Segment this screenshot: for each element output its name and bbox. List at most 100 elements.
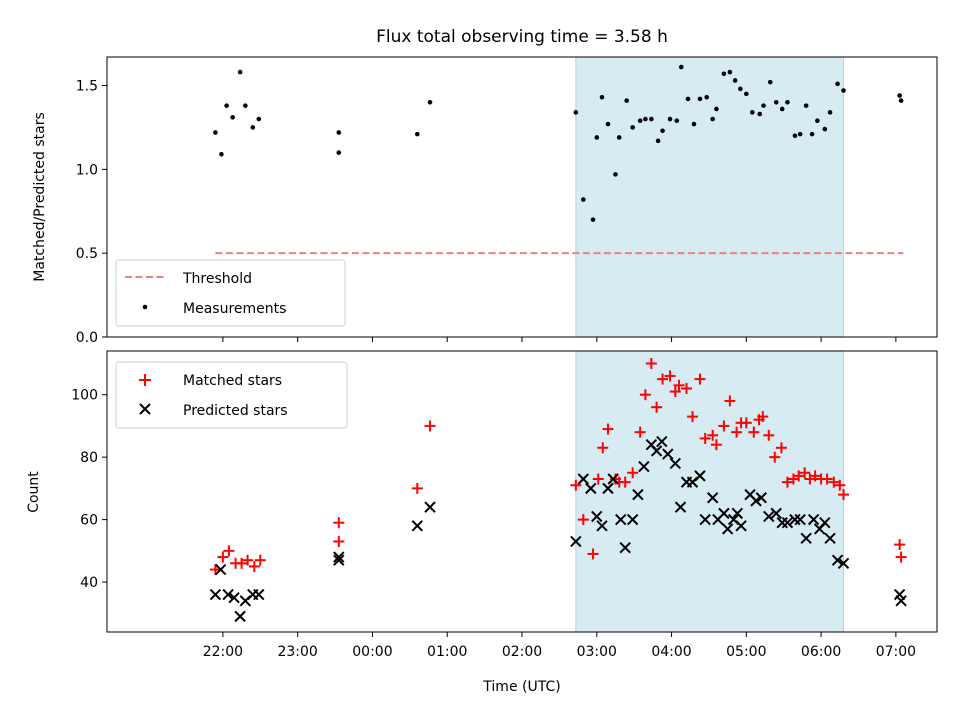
matched-star-marker: [223, 545, 235, 557]
matched-star-marker: [775, 442, 787, 454]
measurement-point: [785, 99, 790, 105]
measurement-point: [704, 94, 709, 100]
matched-star-marker: [694, 373, 706, 385]
measurement-point: [427, 99, 433, 105]
legend-threshold-label: Threshold: [182, 271, 252, 287]
measurement-point: [637, 118, 643, 124]
predicted-star-marker: [411, 520, 424, 532]
measurement-point: [219, 151, 224, 157]
count-axes-frame: [106, 350, 938, 633]
predicted-star-marker: [694, 470, 706, 482]
predicted-star-marker: [662, 448, 674, 460]
measurement-point: [243, 103, 248, 108]
matched-star-marker: [597, 442, 609, 454]
measurement-point: [809, 131, 815, 137]
predicted-star-marker: [333, 551, 345, 563]
chart-title: Flux total observing time = 3.58 h: [376, 27, 668, 47]
observing-window-span-bottom: [575, 350, 845, 633]
matched-star-marker: [651, 401, 663, 413]
count-axes: 40 60 80 100 22:00 23:00 00:00 01:00 02:00 03:00…: [26, 350, 938, 695]
matched-star-marker: [577, 514, 589, 526]
matched-star-marker: [894, 539, 906, 551]
time-x-tick-label: 03:00: [577, 644, 617, 660]
predicted-star-marker: [819, 517, 831, 529]
measurement-point: [898, 98, 904, 103]
legend-matched-label: Matched stars: [183, 373, 282, 389]
predicted-star-marker: [895, 595, 907, 607]
predicted-star-marker: [770, 507, 782, 520]
x-axis-label: Time (UTC): [482, 679, 560, 695]
matched-star-marker: [731, 426, 743, 438]
matched-star-marker: [673, 379, 685, 391]
time-x-tick-label: 05:00: [726, 644, 766, 660]
matched-star-marker: [740, 417, 752, 429]
count-y-tick-label: 60: [80, 513, 98, 529]
measurement-point: [835, 81, 840, 87]
matched-star-marker: [634, 426, 646, 438]
measurement-point: [678, 64, 684, 70]
predicted-star-marker: [214, 563, 227, 576]
measurement-point: [336, 150, 342, 155]
matched-star-marker: [242, 554, 254, 566]
ratio-y-axis-label: Matched/Predicted stars: [32, 112, 48, 282]
measurement-point: [213, 130, 218, 135]
matched-star-marker: [838, 489, 850, 501]
matched-legend-swatch: [139, 374, 151, 386]
measurement-point: [841, 88, 846, 93]
measurement-point: [815, 118, 820, 124]
predicted-star-marker: [626, 513, 639, 526]
time-x-tick-label: 22:00: [203, 644, 243, 660]
matched-star-marker: [236, 557, 248, 569]
measurement-point: [630, 125, 635, 130]
predicted-star-marker: [424, 501, 436, 513]
ratio-y-ticks: 0.0 0.5 1.0 1.5: [76, 79, 107, 346]
measurement-point: [697, 96, 703, 102]
predicted-star-marker: [333, 554, 345, 566]
matched-star-marker: [686, 411, 698, 423]
predicted-star-marker: [632, 488, 644, 501]
measurement-point: [750, 110, 755, 115]
measurement-point: [797, 131, 803, 137]
ratio-legend: Threshold Measurements: [115, 259, 346, 327]
predicted-star-marker: [619, 541, 631, 554]
predicted-star-marker: [794, 513, 806, 526]
time-x-tick-label: 00:00: [352, 644, 392, 660]
measurement-point: [732, 78, 738, 83]
matched-star-marker: [217, 551, 229, 563]
matched-star-marker: [669, 386, 681, 398]
measurement-point: [643, 116, 648, 122]
measurement-point: [738, 86, 743, 92]
matched-star-marker: [333, 517, 345, 529]
matched-star-marker: [209, 564, 221, 576]
matched-star-marker: [834, 479, 846, 491]
measurement-point: [674, 118, 680, 124]
measurement-point: [773, 99, 779, 105]
predicted-star-marker: [718, 507, 730, 520]
ratio-y-tick-label: 1.0: [76, 162, 98, 178]
matched-star-marker: [809, 470, 821, 482]
measurement-point: [691, 121, 697, 127]
legend-predicted-label: Predicted stars: [183, 403, 288, 419]
matched-star-marker: [724, 395, 736, 407]
measurement-point: [744, 91, 749, 97]
time-x-tick-label: 01:00: [427, 644, 467, 660]
time-x-tick-label: 02:00: [502, 644, 542, 660]
matched-star-marker: [570, 479, 582, 491]
predicted-star-marker: [570, 535, 582, 548]
count-y-axis-label: Count: [26, 471, 42, 513]
measurement-point: [256, 116, 262, 122]
predicted-star-marker: [789, 513, 801, 526]
count-y-tick-label: 40: [80, 575, 98, 591]
matched-star-marker: [587, 548, 599, 560]
measurement-point: [649, 116, 654, 122]
measurement-point: [616, 135, 622, 140]
legend-measurements-label: Measurements: [183, 301, 286, 317]
predicted-star-marker: [721, 523, 734, 535]
predicted-legend-swatch: [139, 403, 151, 415]
measurement-point: [710, 116, 715, 122]
measurement-point: [767, 79, 773, 85]
matched-star-marker: [707, 429, 719, 441]
measurement-point: [573, 110, 579, 115]
predicted-star-marker: [699, 513, 711, 526]
